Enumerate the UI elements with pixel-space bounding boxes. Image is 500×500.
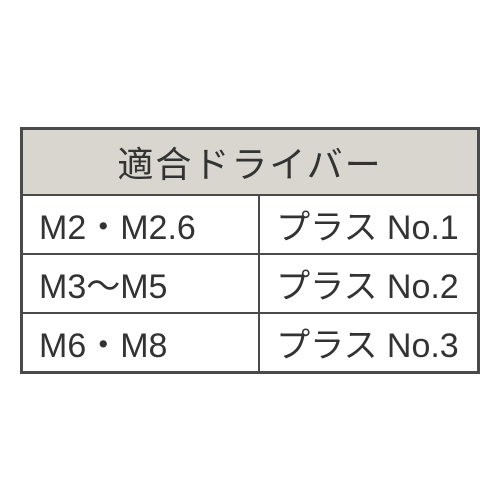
compatibility-table: 適合ドライバー M2・M2.6 プラス No.1 M3〜M5 プラス No.2 … xyxy=(20,127,480,374)
driver-compatibility-table: 適合ドライバー M2・M2.6 プラス No.1 M3〜M5 プラス No.2 … xyxy=(20,127,480,374)
table-row: M6・M8 プラス No.3 xyxy=(22,313,479,373)
screw-size-cell: M2・M2.6 xyxy=(22,195,260,254)
table-row: M3〜M5 プラス No.2 xyxy=(22,254,479,313)
driver-type-cell: プラス No.1 xyxy=(259,195,478,254)
table-header: 適合ドライバー xyxy=(22,128,479,195)
screw-size-cell: M6・M8 xyxy=(22,313,260,373)
screw-size-cell: M3〜M5 xyxy=(22,254,260,313)
driver-type-cell: プラス No.2 xyxy=(259,254,478,313)
table-row: M2・M2.6 プラス No.1 xyxy=(22,195,479,254)
driver-type-cell: プラス No.3 xyxy=(259,313,478,373)
table-header-row: 適合ドライバー xyxy=(22,128,479,195)
